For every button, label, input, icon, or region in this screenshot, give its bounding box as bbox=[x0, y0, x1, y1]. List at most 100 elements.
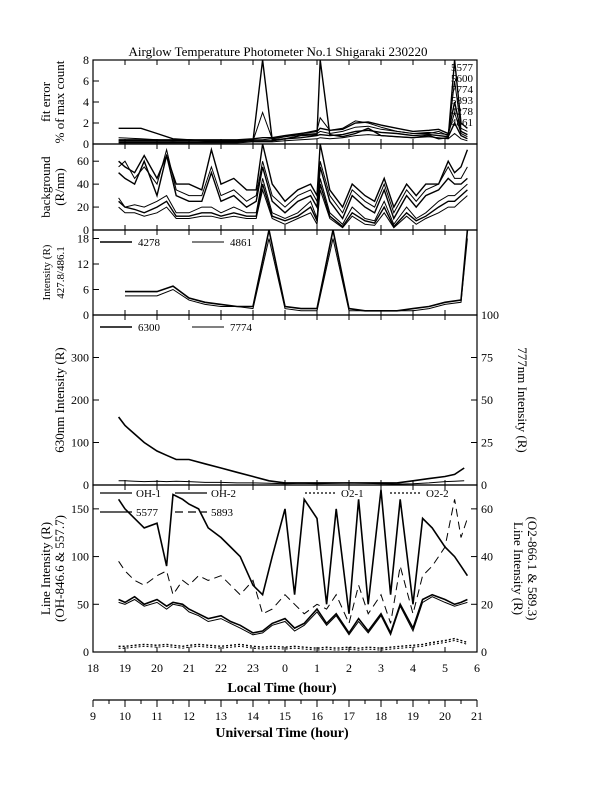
y-tick-label: 20 bbox=[77, 200, 89, 214]
y-tick-label: 2 bbox=[83, 116, 89, 130]
y-tick-label: 50 bbox=[77, 597, 89, 611]
y-right-tick-label: 40 bbox=[481, 550, 493, 564]
panel-background: 0 20 40 60 background (R/nm) bbox=[38, 143, 478, 237]
y-tick-label: 6 bbox=[83, 283, 89, 297]
y-axis-label: (OH-846.6 & 557.7) bbox=[52, 515, 67, 622]
universal-time-axis: 9 10 11 12 13 14 15 16 17 18 19 20 21 bbox=[90, 699, 483, 723]
local-time-tick-label: 21 bbox=[183, 661, 195, 675]
series-line-3 bbox=[118, 178, 468, 226]
series-line-4278 bbox=[125, 230, 469, 312]
y-tick-label: 0 bbox=[83, 137, 89, 151]
y-axis-right-label: Line Intensity (R) bbox=[511, 522, 526, 615]
y-tick-label: 4 bbox=[83, 95, 89, 109]
local-time-axis: 18 19 20 21 22 23 0 1 2 3 4 5 6 bbox=[87, 661, 480, 675]
local-time-tick-label: 3 bbox=[378, 661, 384, 675]
panel-intensity_6300_7774: 0 100 200 300 0 25 50 75 100 630nm Intensity (R) 7… bbox=[52, 308, 530, 492]
local-time-tick-label: 2 bbox=[346, 661, 352, 675]
panel-intensity_4278_4861: 0 6 12 18 Intensity (R) 427.8/486.1 4278 4861 bbox=[41, 229, 478, 322]
y-axis-label: 630nm Intensity (R) bbox=[52, 347, 67, 452]
series-label: 5893 bbox=[451, 95, 474, 107]
series-line-0 bbox=[118, 144, 469, 209]
legend-label: 4278 bbox=[138, 237, 161, 249]
legend-label: 4861 bbox=[230, 237, 252, 249]
y-axis-label: Intensity (R) bbox=[41, 244, 53, 300]
y-tick-label: 12 bbox=[77, 257, 89, 271]
y-right-tick-label: 50 bbox=[481, 393, 493, 407]
ut-tick-label: 9 bbox=[90, 709, 96, 723]
y-tick-label: 60 bbox=[77, 154, 89, 168]
series-line-0 bbox=[118, 60, 468, 142]
y-tick-label: 100 bbox=[71, 550, 89, 564]
y-tick-label: 18 bbox=[77, 232, 89, 246]
local-time-tick-label: 4 bbox=[410, 661, 416, 675]
y-right-tick-label: 0 bbox=[481, 478, 487, 492]
y-right-tick-label: 60 bbox=[481, 502, 493, 516]
ut-tick-label: 21 bbox=[471, 709, 483, 723]
panel-frame bbox=[92, 314, 478, 486]
y-tick-label: 100 bbox=[71, 436, 89, 450]
y-right-tick-label: 0 bbox=[481, 645, 487, 659]
y-axis-label: Line Intensity (R) bbox=[38, 522, 53, 615]
series-label: 5577 bbox=[451, 62, 474, 74]
y-tick-label: 200 bbox=[71, 393, 89, 407]
local-time-tick-label: 6 bbox=[474, 661, 480, 675]
local-time-tick-label: 23 bbox=[247, 661, 259, 675]
series-label: 5600 bbox=[451, 73, 474, 85]
legend-label: 6300 bbox=[138, 322, 161, 334]
y-axis-label: (R/nm) bbox=[52, 168, 67, 206]
series-line-5 bbox=[118, 188, 468, 229]
panel-fit_error: 0 2 4 6 8 fit error% of max count 557756007774… bbox=[38, 53, 478, 151]
y-tick-label: 150 bbox=[71, 502, 89, 516]
figure-title: Airglow Temperature Photometer No.1 Shig… bbox=[129, 44, 428, 59]
series-line-2 bbox=[118, 101, 468, 141]
ut-tick-label: 17 bbox=[343, 709, 355, 723]
y-axis-label: background bbox=[38, 156, 53, 218]
ut-tick-label: 16 bbox=[311, 709, 323, 723]
legend-label: OH-2 bbox=[211, 488, 236, 500]
y-tick-label: 0 bbox=[83, 478, 89, 492]
ut-tick-label: 13 bbox=[215, 709, 227, 723]
local-time-tick-label: 19 bbox=[119, 661, 131, 675]
ut-tick-label: 11 bbox=[151, 709, 163, 723]
series-line-7774 bbox=[118, 480, 465, 485]
y-tick-label: 0 bbox=[83, 308, 89, 322]
universal-time-label: Universal Time (hour) bbox=[215, 726, 349, 741]
local-time-tick-label: 1 bbox=[314, 661, 320, 675]
series-line-4 bbox=[118, 121, 468, 143]
y-tick-label: 40 bbox=[77, 177, 89, 191]
series-line-O2-2 bbox=[118, 639, 468, 651]
legend-label: 5577 bbox=[136, 507, 159, 519]
y-axis-label: % of max count bbox=[52, 60, 67, 143]
y-right-tick-label: 25 bbox=[481, 436, 493, 450]
legend-label: 7774 bbox=[230, 322, 253, 334]
local-time-tick-label: 0 bbox=[282, 661, 288, 675]
ut-tick-label: 15 bbox=[279, 709, 291, 723]
y-axis-right-label: (O2-866.1 & 589.3) bbox=[525, 517, 540, 621]
y-tick-label: 0 bbox=[83, 645, 89, 659]
y-axis-label: 427.8/486.1 bbox=[55, 246, 67, 299]
y-tick-label: 300 bbox=[71, 351, 89, 365]
local-time-label: Local Time (hour) bbox=[227, 681, 336, 696]
series-line-5 bbox=[118, 132, 468, 144]
local-time-tick-label: 5 bbox=[442, 661, 448, 675]
y-axis-right-label: 777nm Intensity (R) bbox=[515, 347, 530, 452]
series-line-5577 bbox=[117, 489, 469, 614]
ut-tick-label: 14 bbox=[247, 709, 259, 723]
series-line-OH-1 bbox=[118, 593, 468, 635]
ut-tick-label: 12 bbox=[183, 709, 195, 723]
series-line-3 bbox=[118, 110, 468, 142]
y-axis-label: fit error bbox=[38, 81, 53, 122]
y-tick-label: 8 bbox=[83, 53, 89, 67]
y-tick-label: 6 bbox=[83, 74, 89, 88]
local-time-tick-label: 20 bbox=[151, 661, 163, 675]
series-line-O2-1 bbox=[118, 637, 468, 649]
series-line-5893 bbox=[118, 499, 468, 625]
series-line-OH-2 bbox=[118, 596, 468, 637]
local-time-tick-label: 22 bbox=[215, 661, 227, 675]
y-right-tick-label: 100 bbox=[481, 308, 499, 322]
legend-label: O2-2 bbox=[426, 488, 449, 500]
y-tick-label: 0 bbox=[83, 223, 89, 237]
ut-tick-label: 18 bbox=[375, 709, 387, 723]
